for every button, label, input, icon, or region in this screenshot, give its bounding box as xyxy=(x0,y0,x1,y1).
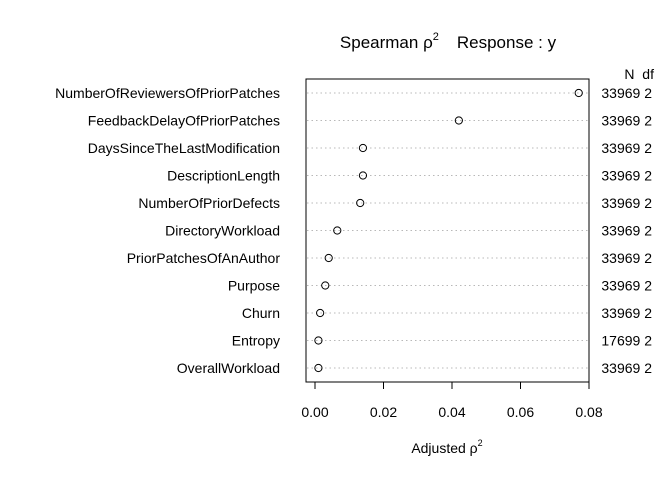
stat-label: 33969 2 xyxy=(601,195,652,211)
row-label: NumberOfReviewersOfPriorPatches xyxy=(55,85,280,101)
data-point xyxy=(324,253,333,263)
row-label: DescriptionLength xyxy=(167,168,280,184)
row-label: NumberOfPriorDefects xyxy=(138,195,280,211)
data-point xyxy=(356,198,365,208)
data-point xyxy=(574,88,583,98)
stat-label: 33969 2 xyxy=(601,85,652,101)
stat-label: 33969 2 xyxy=(601,168,652,184)
data-point xyxy=(314,363,323,373)
data-points xyxy=(314,88,583,373)
stat-label: 33969 2 xyxy=(601,250,652,266)
grid-lines xyxy=(307,92,588,369)
x-axis: 0.00 0.02 0.04 0.06 0.08 xyxy=(301,382,603,420)
x-axis-label: Adjusted ρ2 xyxy=(411,438,482,456)
data-point xyxy=(358,171,368,180)
x-axis-label-main: Adjusted ρ xyxy=(411,440,477,456)
x-axis-label-superscript: 2 xyxy=(478,438,483,448)
data-point xyxy=(314,336,323,345)
row-label: DaysSinceTheLastModification xyxy=(88,140,280,156)
title-main: Spearman ρ xyxy=(340,33,433,52)
data-point xyxy=(358,143,368,153)
title-response: Response : y xyxy=(457,33,557,52)
row-label: Entropy xyxy=(232,333,280,349)
stat-label: 33969 2 xyxy=(601,113,652,129)
row-label: Churn xyxy=(242,305,280,321)
stat-label: 33969 2 xyxy=(601,223,652,239)
stat-label: 33969 2 xyxy=(601,360,652,376)
data-point xyxy=(316,308,325,318)
row-label: PriorPatchesOfAnAuthor xyxy=(127,250,281,266)
plot-frame xyxy=(305,78,590,383)
stat-label: 33969 2 xyxy=(601,140,652,156)
data-point xyxy=(454,116,463,125)
chart-title: Spearman ρ2 Response : y xyxy=(340,31,557,52)
title-superscript: 2 xyxy=(433,31,439,43)
stat-label: 33969 2 xyxy=(601,305,652,321)
x-tick-label: 0.04 xyxy=(438,404,465,420)
row-label: Purpose xyxy=(228,278,280,294)
row-label: FeedbackDelayOfPriorPatches xyxy=(88,113,280,129)
data-point xyxy=(321,281,330,290)
row-labels: NumberOfReviewersOfPriorPatches FeedbackD… xyxy=(55,85,280,376)
x-tick-label: 0.06 xyxy=(507,404,534,420)
stat-label: 33969 2 xyxy=(601,278,652,294)
x-tick-label: 0.02 xyxy=(370,404,397,420)
data-point xyxy=(333,226,342,235)
stat-label: 17699 2 xyxy=(601,333,652,349)
x-tick-label: 0.00 xyxy=(301,404,328,420)
row-label: OverallWorkload xyxy=(177,360,280,376)
stat-labels: 33969 2 33969 2 33969 2 33969 2 33969 2 33969… xyxy=(601,85,652,376)
row-label: DirectoryWorkload xyxy=(165,223,280,239)
x-tick-label: 0.08 xyxy=(575,404,602,420)
right-header: N df xyxy=(624,66,654,82)
